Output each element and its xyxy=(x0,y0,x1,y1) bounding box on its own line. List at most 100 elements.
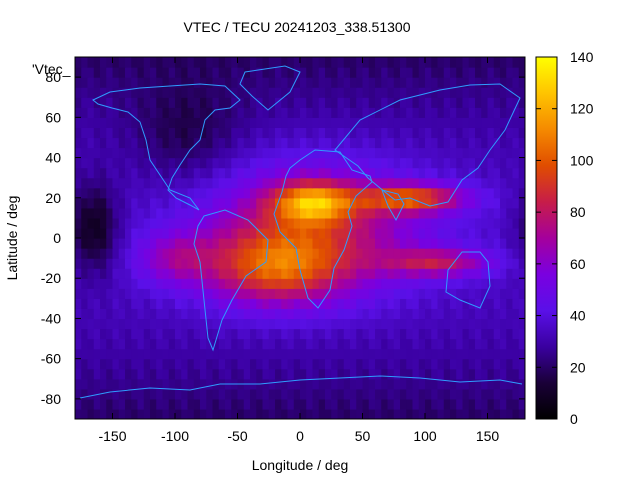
heatmap-cell xyxy=(431,298,439,309)
heatmap-cell xyxy=(87,107,95,118)
heatmap-cell xyxy=(481,328,489,340)
heatmap-cell xyxy=(325,137,332,149)
heatmap-cell xyxy=(343,338,351,350)
heatmap-cell xyxy=(168,298,176,309)
heatmap-cell xyxy=(193,67,201,78)
heatmap-cell xyxy=(106,207,114,219)
heatmap-cell xyxy=(500,288,507,299)
heatmap-cell xyxy=(500,408,507,419)
heatmap-cell xyxy=(512,378,520,390)
heatmap-cell xyxy=(381,67,389,78)
heatmap-cell xyxy=(206,278,214,289)
heatmap-cell xyxy=(425,157,432,169)
heatmap-cell xyxy=(206,368,214,380)
heatmap-cell xyxy=(325,87,332,98)
heatmap-cell xyxy=(343,378,351,390)
heatmap-cell xyxy=(325,107,332,118)
heatmap-cell xyxy=(237,97,245,108)
heatmap-cell xyxy=(393,197,401,209)
heatmap-cell xyxy=(418,87,426,98)
heatmap-cell xyxy=(406,318,414,330)
heatmap-cell xyxy=(512,258,520,269)
heatmap-cell xyxy=(381,57,389,68)
heatmap-cell xyxy=(468,358,476,370)
heatmap-cell xyxy=(381,207,389,219)
heatmap-cell xyxy=(93,97,101,108)
heatmap-cell xyxy=(200,408,207,419)
heatmap-cell xyxy=(325,187,332,199)
heatmap-cell xyxy=(268,97,276,108)
heatmap-cell xyxy=(462,308,470,320)
heatmap-cell xyxy=(462,107,470,118)
heatmap-cell xyxy=(150,217,157,229)
colorbar-tick-label: 140 xyxy=(570,49,594,65)
heatmap-cell xyxy=(231,107,239,118)
heatmap-cell xyxy=(443,348,451,360)
heatmap-cell xyxy=(418,167,426,179)
heatmap-cell xyxy=(187,308,195,320)
heatmap-cell xyxy=(281,167,289,179)
heatmap-cell xyxy=(212,338,220,350)
heatmap-cell xyxy=(456,137,464,149)
heatmap-cell xyxy=(368,398,376,410)
heatmap-cell xyxy=(343,87,351,98)
heatmap-cell xyxy=(306,117,314,128)
heatmap-cell xyxy=(237,298,245,309)
heatmap-cell xyxy=(500,207,507,219)
colorbar-tick-label: 0 xyxy=(570,411,578,427)
heatmap-cell xyxy=(218,167,226,179)
heatmap-cell xyxy=(356,197,364,209)
heatmap-cell xyxy=(468,157,476,169)
heatmap-cell xyxy=(412,137,420,149)
heatmap-cell xyxy=(331,227,339,239)
heatmap-cell xyxy=(175,408,182,419)
heatmap-cell xyxy=(437,268,445,279)
heatmap-cell xyxy=(137,87,145,98)
heatmap-cell xyxy=(312,207,320,219)
colorbar-tick-label: 20 xyxy=(570,359,586,375)
heatmap-cell xyxy=(81,87,89,98)
heatmap-cell xyxy=(456,378,464,390)
heatmap-cell xyxy=(493,117,501,128)
heatmap-cell xyxy=(162,328,170,340)
heatmap-cell xyxy=(375,318,382,330)
heatmap-cell xyxy=(331,87,339,98)
heatmap-cell xyxy=(87,268,95,279)
heatmap-cell xyxy=(400,147,407,159)
heatmap-cell xyxy=(256,308,264,320)
heatmap-cell xyxy=(125,348,132,360)
heatmap-cell xyxy=(75,318,82,330)
heatmap-cell xyxy=(475,348,482,360)
heatmap-cell xyxy=(375,378,382,390)
heatmap-cell xyxy=(237,187,245,199)
heatmap-cell xyxy=(468,378,476,390)
heatmap-cell xyxy=(231,167,239,179)
heatmap-cell xyxy=(450,57,457,68)
heatmap-cell xyxy=(356,388,364,400)
heatmap-cell xyxy=(293,368,301,380)
heatmap-cell xyxy=(343,398,351,410)
heatmap-cell xyxy=(425,398,432,410)
heatmap-cell xyxy=(181,167,189,179)
heatmap-cell xyxy=(518,288,525,299)
heatmap-cell xyxy=(318,348,326,360)
heatmap-cell xyxy=(506,77,514,88)
heatmap-cell xyxy=(368,368,376,380)
heatmap-cell xyxy=(425,207,432,219)
heatmap-cell xyxy=(250,107,257,118)
heatmap-cell xyxy=(187,328,195,340)
heatmap-cell xyxy=(518,117,525,128)
heatmap-cell xyxy=(412,87,420,98)
heatmap-cell xyxy=(506,278,514,289)
heatmap-cell xyxy=(406,227,414,239)
heatmap-cell xyxy=(150,67,157,78)
heatmap-cell xyxy=(512,318,520,330)
heatmap-cell xyxy=(156,298,164,309)
heatmap-cell xyxy=(81,177,89,189)
heatmap-cell xyxy=(181,127,189,139)
heatmap-cell xyxy=(193,388,201,400)
heatmap-cell xyxy=(143,238,151,249)
heatmap-cell xyxy=(393,298,401,309)
heatmap-cell xyxy=(281,318,289,330)
heatmap-cell xyxy=(368,127,376,139)
